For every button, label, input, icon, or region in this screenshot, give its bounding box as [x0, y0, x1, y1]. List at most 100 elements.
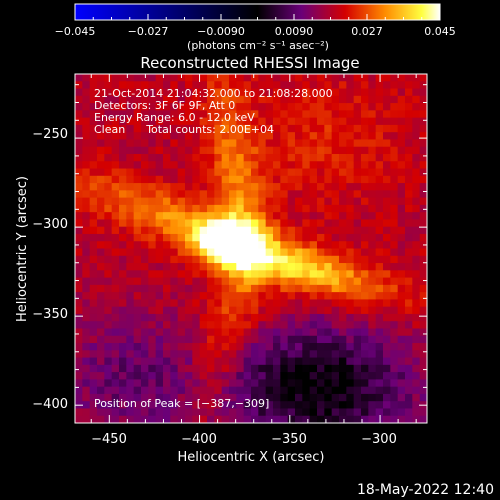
heatmap-pixel	[251, 299, 259, 308]
heatmap-pixel	[221, 139, 230, 148]
heatmap-pixel	[295, 153, 303, 162]
heatmap-pixel	[273, 103, 281, 111]
heatmap-pixel	[199, 350, 208, 359]
heatmap-pixel	[368, 124, 377, 133]
heatmap-pixel	[265, 153, 274, 162]
heatmap-pixel	[324, 343, 333, 351]
heatmap-pixel	[229, 328, 237, 337]
heatmap-pixel	[353, 263, 362, 271]
heatmap-pixel	[214, 95, 223, 104]
heatmap-pixel	[148, 81, 157, 90]
heatmap-pixel	[155, 81, 164, 90]
heatmap-pixel	[243, 270, 252, 279]
heatmap-pixel	[251, 379, 259, 388]
heatmap-pixel	[185, 153, 193, 162]
heatmap-pixel	[419, 386, 428, 395]
heatmap-pixel	[265, 110, 274, 119]
heatmap-pixel	[155, 277, 164, 286]
heatmap-pixel	[126, 139, 135, 148]
heatmap-pixel	[390, 299, 399, 308]
heatmap-pixel	[251, 372, 259, 380]
heatmap-pixel	[104, 175, 113, 184]
heatmap-pixel	[185, 364, 193, 373]
heatmap-pixel	[89, 241, 98, 249]
heatmap-pixel	[141, 284, 149, 293]
heatmap-pixel	[287, 277, 296, 286]
heatmap-pixel	[243, 357, 252, 366]
heatmap-pixel	[412, 103, 421, 111]
heatmap-pixel	[97, 226, 105, 235]
heatmap-pixel	[155, 379, 164, 388]
heatmap-pixel	[295, 350, 303, 359]
heatmap-pixel	[192, 343, 201, 351]
heatmap-pixel	[405, 292, 413, 300]
heatmap-pixel	[295, 372, 303, 380]
heatmap-pixel	[324, 292, 333, 300]
heatmap-pixel	[214, 284, 223, 293]
heatmap-pixel	[133, 386, 142, 395]
heatmap-pixel	[148, 393, 157, 402]
heatmap-pixel	[177, 306, 186, 315]
heatmap-pixel	[287, 103, 296, 111]
heatmap-pixel	[419, 197, 428, 206]
heatmap-pixel	[75, 321, 83, 329]
heatmap-pixel	[346, 277, 355, 286]
heatmap-pixel	[383, 277, 391, 286]
heatmap-pixel	[280, 255, 289, 264]
heatmap-pixel	[236, 255, 245, 264]
heatmap-pixel	[141, 270, 149, 279]
heatmap-pixel	[346, 415, 355, 424]
heatmap-pixel	[361, 393, 369, 402]
heatmap-pixel	[236, 190, 245, 199]
heatmap-pixel	[177, 335, 186, 344]
heatmap-pixel	[265, 284, 274, 293]
heatmap-pixel	[192, 299, 201, 308]
heatmap-pixel	[221, 146, 230, 155]
heatmap-pixel	[243, 197, 252, 206]
heatmap-pixel	[265, 335, 274, 344]
heatmap-pixel	[75, 183, 83, 191]
heatmap-pixel	[331, 81, 340, 90]
heatmap-pixel	[317, 226, 325, 235]
heatmap-pixel	[412, 328, 421, 337]
heatmap-pixel	[104, 364, 113, 373]
heatmap-pixel	[383, 408, 391, 417]
heatmap-pixel	[287, 299, 296, 308]
heatmap-pixel	[104, 270, 113, 279]
heatmap-pixel	[243, 190, 252, 199]
heatmap-pixel	[148, 226, 157, 235]
heatmap-pixel	[375, 204, 384, 213]
heatmap-pixel	[331, 117, 340, 126]
heatmap-pixel	[390, 270, 399, 279]
heatmap-pixel	[82, 183, 91, 191]
heatmap-pixel	[397, 197, 406, 206]
heatmap-pixel	[324, 321, 333, 329]
heatmap-pixel	[89, 168, 98, 177]
heatmap-pixel	[368, 146, 377, 155]
heatmap-pixel	[89, 74, 98, 82]
heatmap-pixel	[251, 255, 259, 264]
heatmap-pixel	[75, 270, 83, 279]
heatmap-pixel	[383, 161, 391, 170]
heatmap-pixel	[97, 328, 105, 337]
heatmap-pixel	[170, 117, 179, 126]
heatmap-pixel	[368, 299, 377, 308]
heatmap-pixel	[170, 168, 179, 177]
heatmap-pixel	[185, 146, 193, 155]
heatmap-pixel	[214, 190, 223, 199]
heatmap-pixel	[243, 241, 252, 249]
heatmap-pixel	[383, 110, 391, 119]
heatmap-pixel	[111, 306, 120, 315]
heatmap-pixel	[390, 408, 399, 417]
heatmap-pixel	[229, 175, 237, 184]
heatmap-pixel	[221, 263, 230, 271]
heatmap-pixel	[229, 263, 237, 271]
heatmap-pixel	[390, 190, 399, 199]
heatmap-pixel	[405, 146, 413, 155]
heatmap-pixel	[133, 95, 142, 104]
heatmap-pixel	[141, 248, 149, 257]
heatmap-pixel	[273, 241, 281, 249]
heatmap-pixel	[368, 270, 377, 279]
heatmap-pixel	[405, 255, 413, 264]
heatmap-pixel	[265, 88, 274, 97]
